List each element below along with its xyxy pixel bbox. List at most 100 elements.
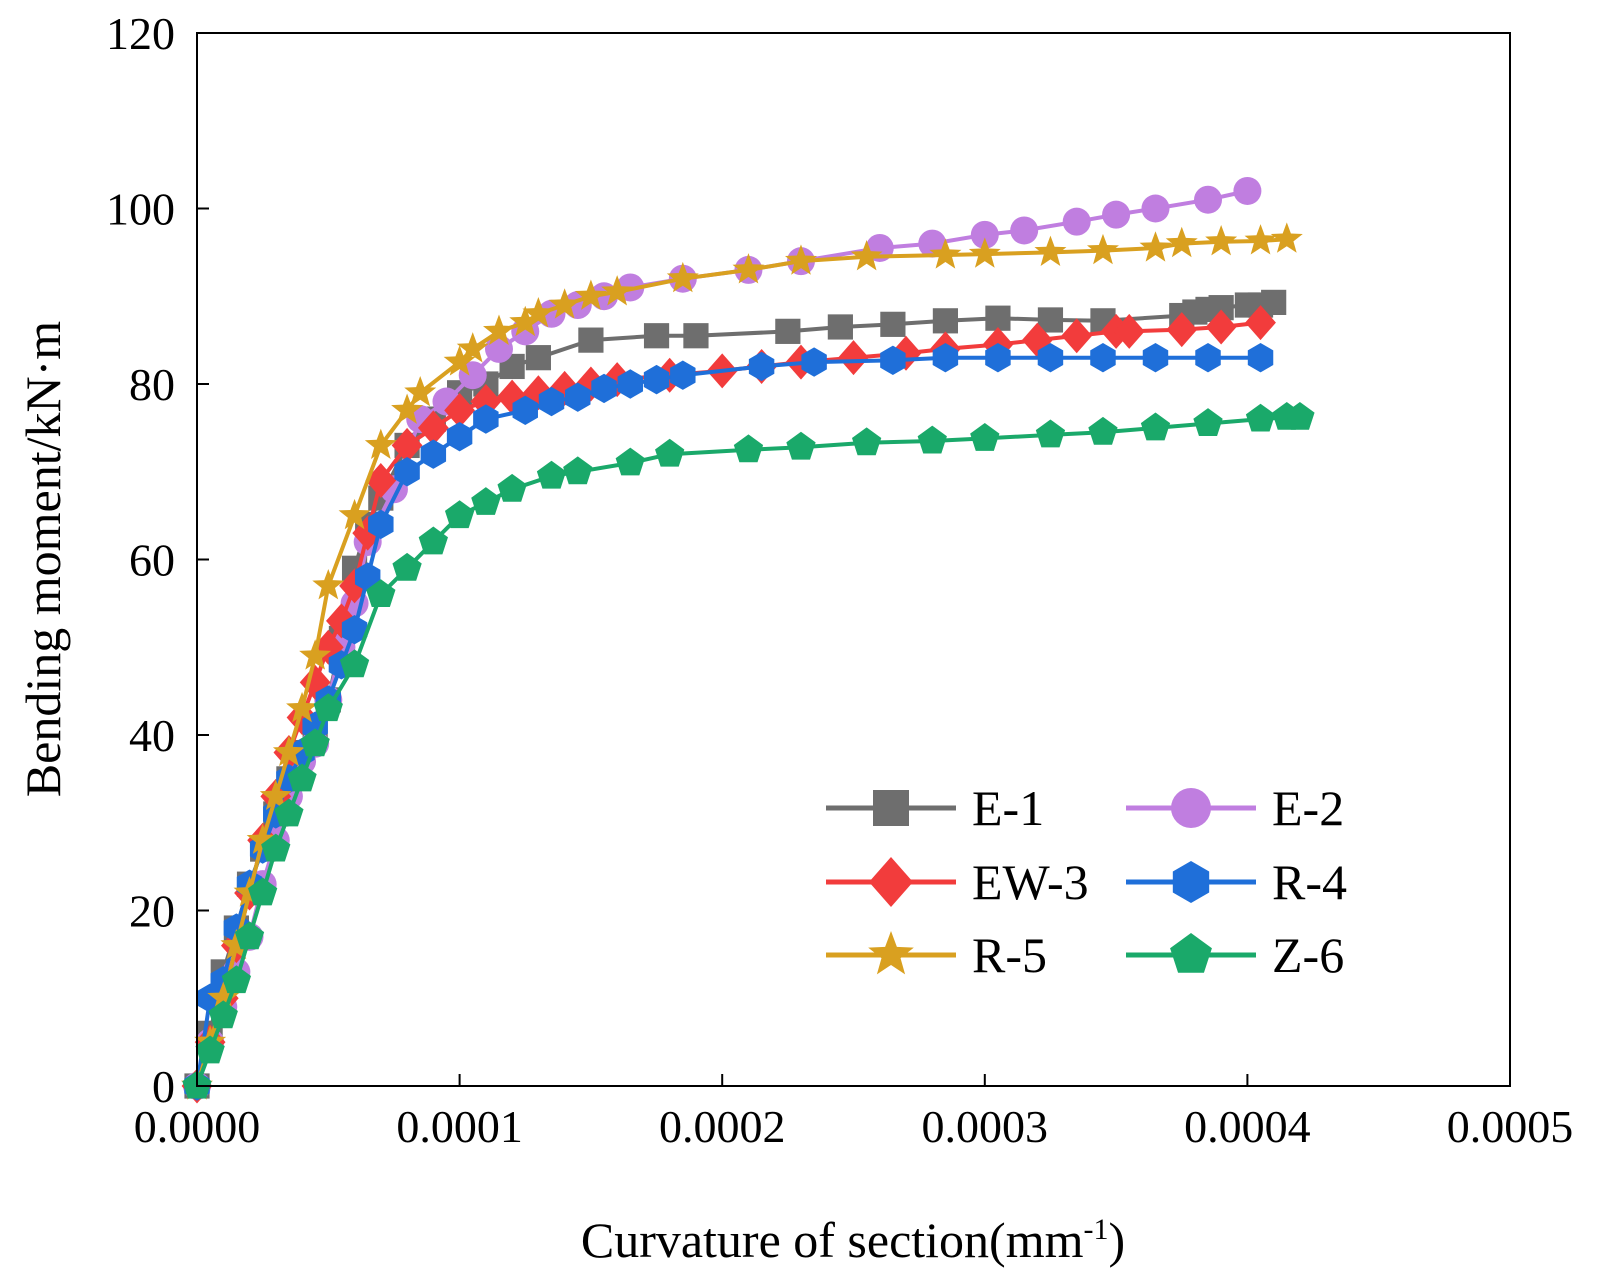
data-point-r-5 (207, 981, 240, 1012)
data-point-r-5 (968, 237, 1001, 268)
data-point-z-6 (970, 423, 1000, 451)
y-tick-label: 120 (106, 8, 175, 59)
data-point-r-4 (394, 457, 420, 487)
data-point-r-4 (512, 395, 538, 426)
legend: E-1 E-2 EW-3 R-4 R-5 Z-6 (826, 780, 1347, 983)
data-point-e-1 (578, 327, 604, 353)
y-tick-label: 100 (106, 184, 175, 235)
data-point-z-6 (1088, 416, 1118, 445)
data-point-z-6 (208, 1000, 238, 1029)
series-r-5 (181, 222, 1303, 1100)
data-point-e-1 (643, 323, 670, 349)
data-point-z-6 (1193, 408, 1223, 436)
data-point-r-5 (391, 393, 424, 424)
data-point-r-5 (850, 239, 883, 271)
data-point-z-6 (733, 434, 764, 463)
x-tick-label: 0.0002 (659, 1101, 786, 1152)
x-tick-label: 0.0001 (396, 1101, 523, 1152)
data-point-r-5 (666, 261, 699, 293)
data-point-r-4 (368, 509, 394, 540)
data-point-ew-3 (444, 392, 475, 428)
data-point-z-6 (1140, 412, 1171, 441)
data-point-z-6 (221, 965, 252, 994)
x-tick-label: 0.0005 (1447, 1101, 1574, 1152)
series-z-6 (182, 401, 1315, 1099)
data-point-r-4 (1195, 342, 1221, 373)
data-point-ew-3 (417, 410, 449, 446)
x-tick-label: 0.0000 (134, 1101, 261, 1152)
legend-marker (868, 931, 914, 975)
data-point-ew-3 (391, 427, 423, 463)
data-point-e-1 (683, 323, 709, 349)
data-point-r-4 (1090, 342, 1116, 373)
legend-item-r-4: R-4 (1126, 854, 1347, 910)
data-point-r-4 (591, 373, 617, 404)
legend-marker (1171, 788, 1211, 828)
legend-marker (1170, 933, 1212, 973)
data-point-r-5 (522, 297, 555, 328)
legend-marker (873, 790, 909, 826)
data-point-r-5 (443, 345, 476, 376)
legend-item-z-6: Z-6 (1126, 927, 1344, 983)
y-tick-label: 60 (129, 535, 175, 586)
data-point-e-2 (1141, 194, 1170, 223)
data-point-ew-3 (352, 515, 384, 551)
data-point-r-5 (732, 253, 765, 284)
data-point-z-6 (287, 763, 317, 792)
data-point-z-6 (563, 456, 593, 485)
data-point-ew-3 (1113, 313, 1145, 349)
legend-item-r-5: R-5 (826, 927, 1047, 983)
data-point-r-5 (286, 691, 319, 723)
legend-label: E-1 (972, 780, 1044, 836)
data-point-e-1 (985, 305, 1011, 331)
data-point-z-6 (261, 833, 291, 862)
legend-label: Z-6 (1272, 927, 1344, 983)
data-point-z-6 (234, 921, 265, 950)
data-point-r-5 (364, 428, 397, 460)
data-point-r-4 (801, 347, 827, 377)
data-point-r-5 (1139, 231, 1172, 262)
data-point-z-6 (1285, 401, 1315, 430)
data-point-r-5 (299, 639, 332, 670)
data-point-e-1 (880, 311, 906, 337)
data-point-r-4 (932, 342, 959, 373)
series-layer (181, 176, 1315, 1104)
data-point-r-4 (420, 439, 447, 469)
data-point-r-5 (509, 305, 542, 337)
legend-marker (1172, 861, 1210, 903)
data-point-r-5 (246, 823, 279, 854)
data-point-r-4 (341, 615, 368, 645)
data-point-z-6 (444, 500, 475, 529)
data-point-z-6 (497, 473, 527, 502)
y-tick-label: 80 (129, 359, 175, 410)
data-point-z-6 (1035, 419, 1066, 448)
tick-layer: 0.0000 0.0001 0.0002 0.0003 0.0004 0.0005 0 20 4… (106, 8, 1573, 1152)
legend-label: R-4 (1272, 854, 1347, 910)
data-point-e-1 (775, 318, 801, 344)
legend-label: EW-3 (972, 854, 1089, 910)
y-tick-label: 40 (129, 710, 175, 761)
legend-item-e-2: E-2 (1126, 780, 1344, 836)
data-point-r-4 (748, 351, 775, 382)
data-point-r-5 (548, 288, 581, 319)
data-point-r-5 (338, 498, 371, 530)
data-point-r-5 (1165, 226, 1198, 258)
data-point-r-4 (538, 386, 565, 417)
data-point-z-6 (1245, 403, 1276, 432)
data-point-z-6 (917, 425, 947, 454)
data-point-z-6 (248, 877, 278, 906)
data-point-z-6 (471, 487, 501, 515)
x-tick-label: 0.0004 (1184, 1101, 1311, 1152)
data-point-r-5 (1270, 222, 1303, 253)
data-point-z-6 (615, 447, 645, 476)
data-point-r-5 (1034, 235, 1067, 266)
data-point-r-5 (312, 569, 345, 600)
data-point-r-4 (1247, 342, 1274, 373)
data-point-ew-3 (1166, 312, 1198, 348)
data-point-ew-3 (326, 603, 357, 639)
data-point-r-5 (1244, 224, 1277, 255)
data-point-e-1 (525, 345, 551, 371)
data-point-ew-3 (339, 568, 370, 604)
data-point-z-6 (300, 728, 330, 757)
